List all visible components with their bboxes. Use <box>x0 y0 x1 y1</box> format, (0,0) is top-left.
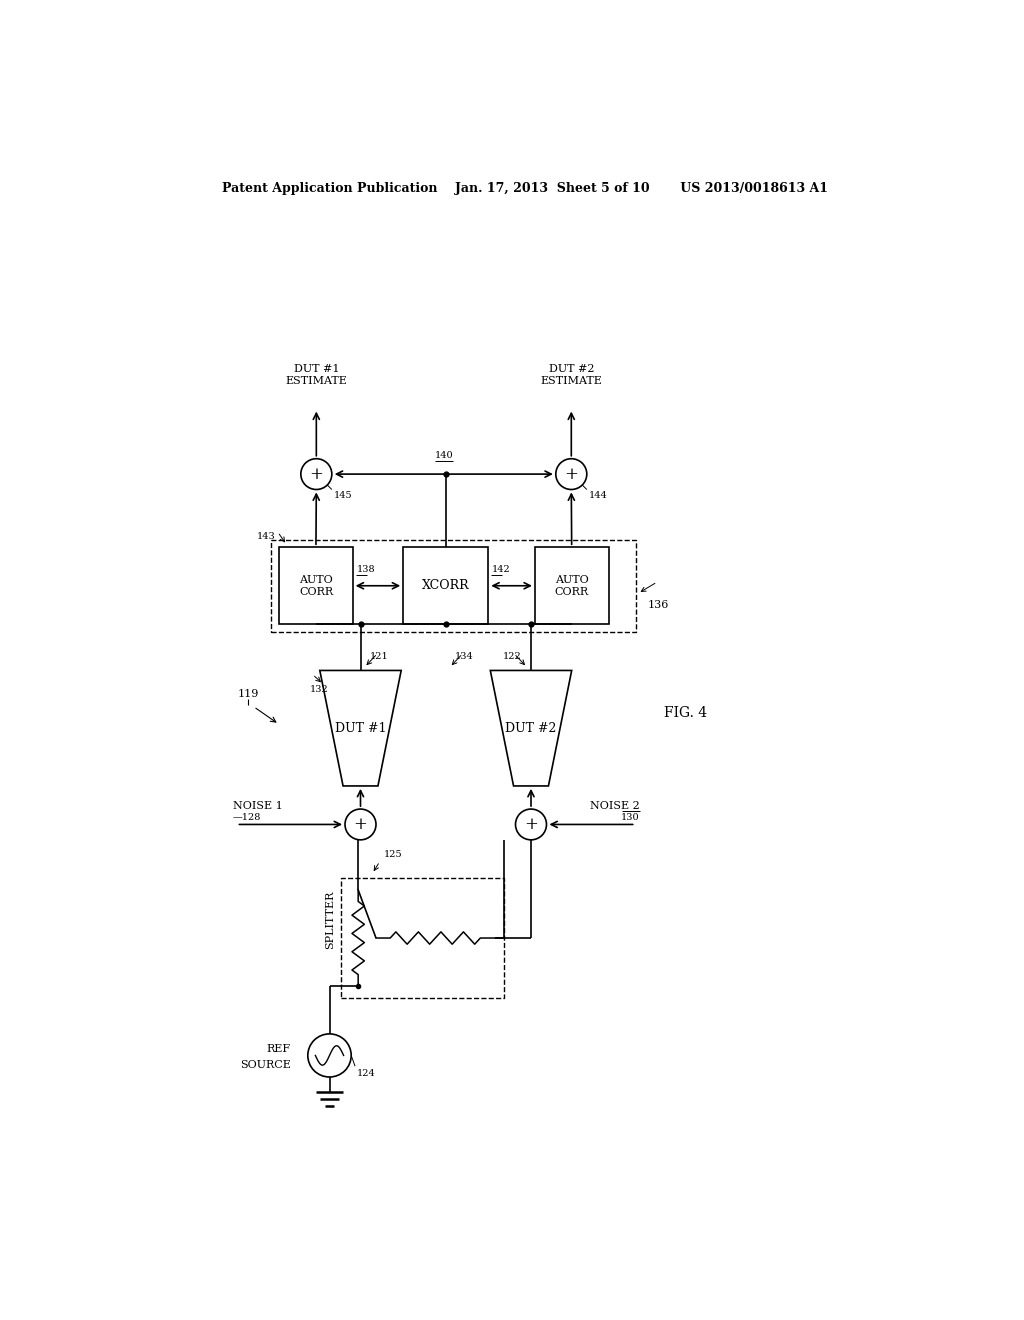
Text: 145: 145 <box>334 491 352 500</box>
Circle shape <box>308 1034 351 1077</box>
Text: DUT #1
ESTIMATE: DUT #1 ESTIMATE <box>286 364 347 385</box>
Bar <box>271 540 636 632</box>
Text: DUT #2
ESTIMATE: DUT #2 ESTIMATE <box>541 364 602 385</box>
Text: 144: 144 <box>589 491 607 500</box>
Text: +: + <box>309 466 324 483</box>
Text: DUT #2: DUT #2 <box>505 722 557 735</box>
Circle shape <box>515 809 547 840</box>
Text: AUTO
CORR: AUTO CORR <box>555 576 589 597</box>
Text: —128: —128 <box>232 813 261 822</box>
Text: DUT #1: DUT #1 <box>335 722 386 735</box>
Text: SPLITTER: SPLITTER <box>325 891 335 949</box>
Text: +: + <box>524 816 538 833</box>
Text: XCORR: XCORR <box>422 579 470 593</box>
Text: 138: 138 <box>356 565 375 574</box>
Text: 124: 124 <box>356 1069 376 1078</box>
Text: 125: 125 <box>384 850 402 859</box>
Text: 122: 122 <box>503 652 521 661</box>
Text: 121: 121 <box>370 652 388 661</box>
Bar <box>280 548 352 624</box>
Text: 119: 119 <box>238 689 259 698</box>
Circle shape <box>556 459 587 490</box>
Polygon shape <box>319 671 401 785</box>
Bar <box>403 548 488 624</box>
Text: 143: 143 <box>256 532 275 541</box>
Text: Patent Application Publication    Jan. 17, 2013  Sheet 5 of 10       US 2013/001: Patent Application Publication Jan. 17, … <box>222 182 827 194</box>
Text: NOISE 1: NOISE 1 <box>232 801 283 810</box>
Text: 130: 130 <box>621 813 640 822</box>
Text: AUTO
CORR: AUTO CORR <box>299 576 333 597</box>
Text: 142: 142 <box>493 565 511 574</box>
Circle shape <box>301 459 332 490</box>
Text: +: + <box>564 466 579 483</box>
Bar <box>535 548 608 624</box>
Text: +: + <box>353 816 368 833</box>
Text: 136: 136 <box>647 601 669 610</box>
Polygon shape <box>490 671 571 785</box>
Circle shape <box>345 809 376 840</box>
Text: 140: 140 <box>434 451 454 461</box>
Text: 134: 134 <box>455 652 474 661</box>
Text: FIG. 4: FIG. 4 <box>665 706 708 719</box>
Text: SOURCE: SOURCE <box>240 1060 291 1069</box>
Bar <box>341 878 504 998</box>
Text: 132: 132 <box>310 685 329 693</box>
Text: NOISE 2: NOISE 2 <box>590 801 640 810</box>
Text: REF: REF <box>266 1044 291 1055</box>
